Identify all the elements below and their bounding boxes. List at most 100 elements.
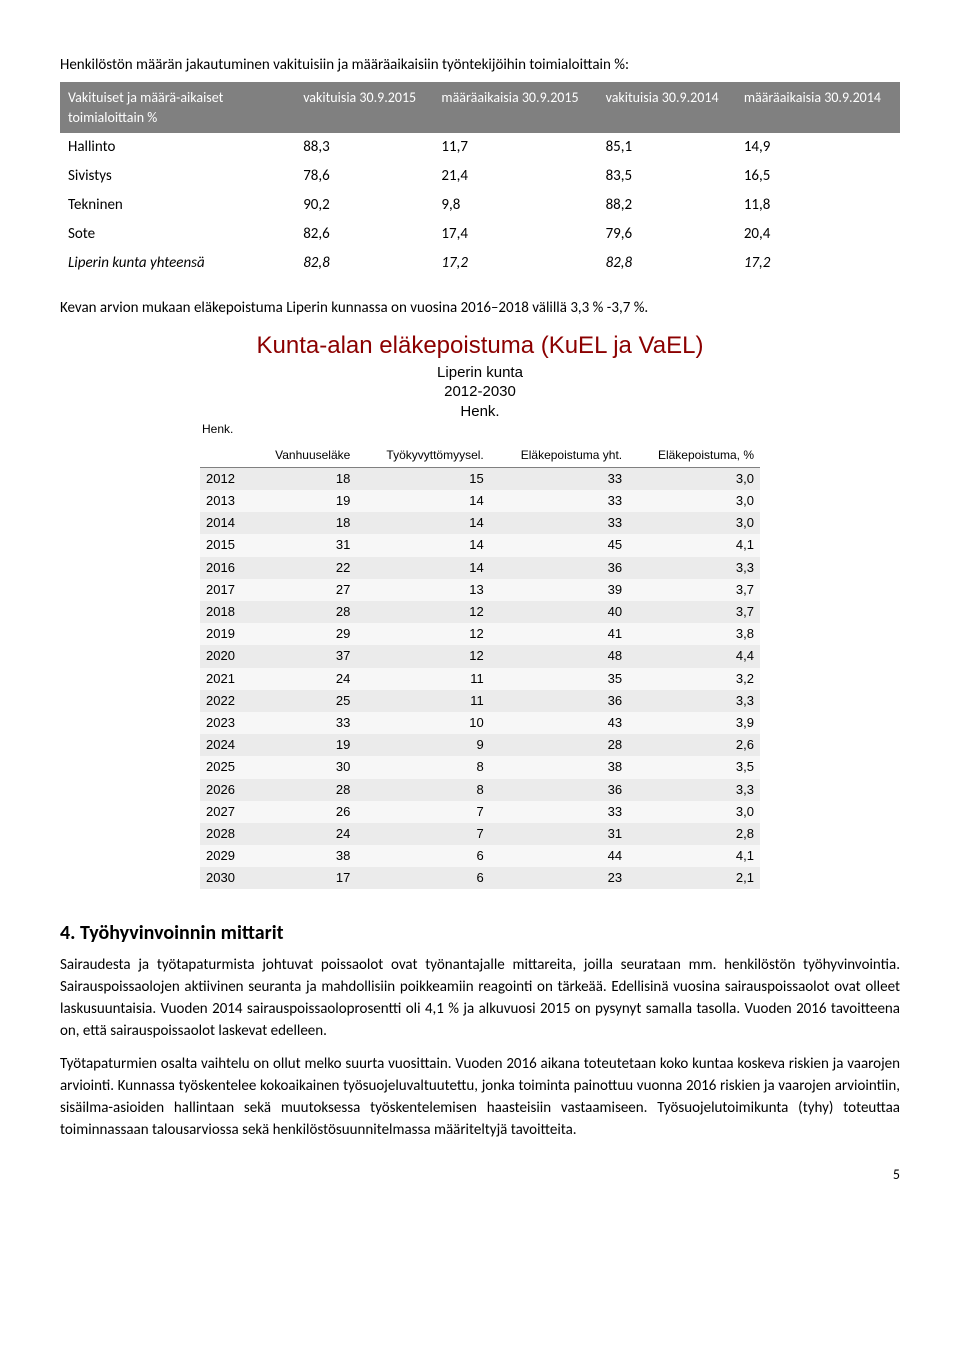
cell: 2016 [200, 557, 250, 579]
table-row: 2025308383,5 [200, 756, 760, 778]
cell: 45 [490, 534, 628, 556]
table-row: 20203712484,4 [200, 645, 760, 667]
cell: 3,9 [628, 712, 760, 734]
cell: 36 [490, 557, 628, 579]
cell: 7 [356, 823, 489, 845]
row-value: 17,4 [433, 220, 597, 249]
cell: 7 [356, 801, 489, 823]
cell: 3,0 [628, 512, 760, 534]
cell: 3,3 [628, 779, 760, 801]
cell: 3,0 [628, 467, 760, 490]
cell: 25 [250, 690, 356, 712]
cell: 2022 [200, 690, 250, 712]
cell: 2,8 [628, 823, 760, 845]
table-row: 2024199282,6 [200, 734, 760, 756]
cell: 2020 [200, 645, 250, 667]
cell: 12 [356, 623, 489, 645]
chart-title: Kunta-alan eläkepoistuma (KuEL ja VaEL) [200, 329, 760, 363]
table-row: 20162214363,3 [200, 557, 760, 579]
table-row: Tekninen90,29,888,211,8 [60, 191, 900, 220]
cell: 18 [250, 467, 356, 490]
table-row: Sivistys78,621,483,516,5 [60, 162, 900, 191]
cell: 33 [250, 712, 356, 734]
t1-h0: Vakituiset ja määrä-aikaiset toimialoitt… [60, 82, 295, 133]
row-value: 78,6 [295, 162, 433, 191]
cell: 27 [250, 579, 356, 601]
cell: 6 [356, 867, 489, 889]
cell: 2026 [200, 779, 250, 801]
section-p2: Työtapaturmien osalta vaihtelu on ollut … [60, 1054, 900, 1141]
mid-paragraph: Kevan arvion mukaan eläkepoistuma Liperi… [60, 298, 900, 319]
cell: 2013 [200, 490, 250, 512]
cell: 14 [356, 534, 489, 556]
table-row: 20182812403,7 [200, 601, 760, 623]
row-value: 88,2 [598, 191, 736, 220]
cell: 15 [356, 467, 489, 490]
cell: 10 [356, 712, 489, 734]
cell: 8 [356, 756, 489, 778]
t1-h2: määräaikaisia 30.9.2015 [433, 82, 597, 133]
cell: 12 [356, 645, 489, 667]
cell: 37 [250, 645, 356, 667]
cell: 2030 [200, 867, 250, 889]
cell: 28 [250, 779, 356, 801]
cell: 2025 [200, 756, 250, 778]
cell: 2,6 [628, 734, 760, 756]
table-row: 20141814333,0 [200, 512, 760, 534]
cell: 28 [250, 601, 356, 623]
chart-sub3: Henk. [200, 402, 760, 422]
section-p1: Sairaudesta ja työtapaturmista johtuvat … [60, 955, 900, 1042]
t2-h0 [200, 444, 250, 467]
cell: 39 [490, 579, 628, 601]
t2-h3: Eläkepoistuma yht. [490, 444, 628, 467]
cell: 48 [490, 645, 628, 667]
table-row: 2026288363,3 [200, 779, 760, 801]
cell: 2,1 [628, 867, 760, 889]
row-label: Tekninen [60, 191, 295, 220]
t1-h4: määräaikaisia 30.9.2014 [736, 82, 900, 133]
cell: 31 [490, 823, 628, 845]
cell: 31 [250, 534, 356, 556]
cell: 41 [490, 623, 628, 645]
cell: 38 [250, 845, 356, 867]
row-label: Liperin kunta yhteensä [60, 249, 295, 278]
cell: 13 [356, 579, 489, 601]
pension-chart: Kunta-alan eläkepoistuma (KuEL ja VaEL) … [200, 329, 760, 889]
cell: 2017 [200, 579, 250, 601]
cell: 22 [250, 557, 356, 579]
cell: 23 [490, 867, 628, 889]
cell: 2018 [200, 601, 250, 623]
staff-distribution-table: Vakituiset ja määrä-aikaiset toimialoitt… [60, 82, 900, 278]
cell: 4,1 [628, 845, 760, 867]
intro-text: Henkilöstön määrän jakautuminen vakituis… [60, 55, 900, 76]
cell: 36 [490, 690, 628, 712]
cell: 2027 [200, 801, 250, 823]
row-value: 14,9 [736, 133, 900, 162]
cell: 24 [250, 668, 356, 690]
cell: 4,1 [628, 534, 760, 556]
row-value: 82,6 [295, 220, 433, 249]
cell: 8 [356, 779, 489, 801]
row-label: Hallinto [60, 133, 295, 162]
cell: 2023 [200, 712, 250, 734]
table-row: Hallinto88,311,785,114,9 [60, 133, 900, 162]
cell: 33 [490, 490, 628, 512]
table-row: 20222511363,3 [200, 690, 760, 712]
cell: 30 [250, 756, 356, 778]
table-row: Sote82,617,479,620,4 [60, 220, 900, 249]
table-row: 20131914333,0 [200, 490, 760, 512]
table-row: 20121815333,0 [200, 467, 760, 490]
row-value: 9,8 [433, 191, 597, 220]
cell: 14 [356, 490, 489, 512]
section-heading: 4. Työhyvinvoinnin mittarit [60, 919, 900, 947]
cell: 44 [490, 845, 628, 867]
cell: 14 [356, 512, 489, 534]
page-number: 5 [60, 1165, 900, 1185]
cell: 33 [490, 801, 628, 823]
row-value: 17,2 [433, 249, 597, 278]
row-label: Sivistys [60, 162, 295, 191]
table-row: 2028247312,8 [200, 823, 760, 845]
cell: 2028 [200, 823, 250, 845]
cell: 3,8 [628, 623, 760, 645]
table-row: 20172713393,7 [200, 579, 760, 601]
